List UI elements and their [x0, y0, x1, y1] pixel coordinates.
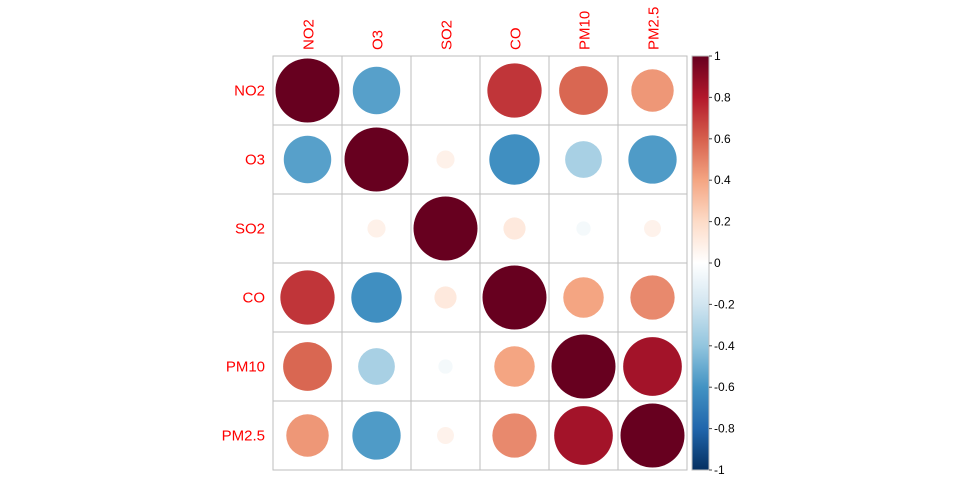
legend-tick-label: -0.8 — [714, 422, 735, 436]
corr-circle-o3-pm10 — [565, 141, 602, 178]
corr-circle-no2-co — [487, 63, 542, 118]
corr-circle-so2-o3 — [367, 219, 386, 238]
corr-circle-no2-pm2-5 — [631, 69, 674, 112]
legend-tick-label: -0.4 — [714, 339, 735, 353]
corr-circle-co-no2 — [280, 270, 335, 325]
corr-circle-co-pm2-5 — [630, 275, 675, 320]
corr-circle-pm2-5-pm10 — [554, 406, 613, 465]
grid-cell — [272, 193, 343, 264]
corr-circle-pm10-no2 — [283, 342, 332, 391]
row-label-co: CO — [243, 290, 266, 307]
row-label-no2: NO2 — [234, 83, 265, 100]
row-label-pm2-5: PM2.5 — [222, 428, 265, 445]
corr-circle-o3-no2 — [283, 135, 332, 184]
legend-tick-label: -0.6 — [714, 380, 735, 394]
corr-circle-pm10-pm2-5 — [623, 337, 682, 396]
corr-circle-so2-so2 — [413, 196, 478, 261]
corr-circle-so2-pm2-5 — [644, 220, 661, 237]
column-label-o3: O3 — [370, 30, 387, 50]
row-label-so2: SO2 — [235, 221, 265, 238]
grid-cell — [410, 55, 481, 126]
grid — [272, 55, 688, 471]
corr-circle-no2-no2 — [275, 58, 340, 123]
legend-tick-label: 1 — [714, 49, 721, 63]
legend-tick-label: -0.2 — [714, 297, 735, 311]
corr-circle-o3-so2 — [436, 150, 455, 169]
column-label-pm10: PM10 — [577, 11, 594, 50]
legend-tick-label: -1 — [714, 463, 725, 477]
color-legend-ticks: 1 0.8 0.6 0.4 0.2 0 -0.2 -0.4 -0.6 -0.8 -1 — [709, 49, 735, 477]
legend-tick-label: 0 — [714, 256, 721, 270]
column-label-no2: NO2 — [301, 19, 318, 50]
column-label-pm2-5: PM2.5 — [646, 7, 663, 50]
legend-tick-label: 0.4 — [714, 173, 731, 187]
corr-circle-pm10-co — [494, 346, 535, 387]
corr-circle-co-pm10 — [563, 277, 604, 318]
corr-circle-co-o3 — [351, 272, 402, 323]
corr-circle-o3-co — [489, 134, 540, 185]
column-label-so2: SO2 — [439, 20, 456, 50]
corr-circle-no2-pm10 — [559, 66, 608, 115]
corr-circle-no2-o3 — [352, 66, 401, 115]
column-labels: NO2 O3 SO2 CO PM10 PM2.5 — [301, 7, 663, 50]
corr-circle-so2-co — [503, 217, 526, 240]
row-label-o3: O3 — [245, 152, 265, 169]
corr-circle-co-co — [482, 265, 547, 330]
corr-circle-pm2-5-pm2-5 — [620, 403, 685, 468]
color-legend-bar — [691, 55, 710, 471]
row-label-pm10: PM10 — [226, 359, 265, 376]
legend-tick-label: 0.8 — [714, 90, 731, 104]
row-labels: NO2 O3 SO2 CO PM10 PM2.5 — [222, 83, 265, 445]
color-legend: 1 0.8 0.6 0.4 0.2 0 -0.2 -0.4 -0.6 -0.8 -1 — [691, 49, 735, 477]
corr-circle-pm2-5-no2 — [286, 414, 329, 457]
legend-tick-label: 0.2 — [714, 215, 731, 229]
legend-tick-label: 0.6 — [714, 132, 731, 146]
column-label-co: CO — [508, 28, 525, 51]
corr-circle-pm10-so2 — [438, 359, 453, 374]
corr-circle-o3-o3 — [344, 127, 409, 192]
grid-cell — [617, 400, 688, 471]
corr-circle-pm2-5-so2 — [437, 427, 454, 444]
corr-circle-o3-pm2-5 — [628, 135, 677, 184]
corr-circle-so2-pm10 — [576, 221, 591, 236]
corr-circle-co-so2 — [434, 286, 457, 309]
corr-circle-pm10-o3 — [358, 348, 395, 385]
correlation-circles — [275, 58, 685, 468]
corr-circle-pm10-pm10 — [551, 334, 616, 399]
corr-circle-pm2-5-o3 — [352, 411, 401, 460]
corr-circle-pm2-5-co — [492, 413, 537, 458]
